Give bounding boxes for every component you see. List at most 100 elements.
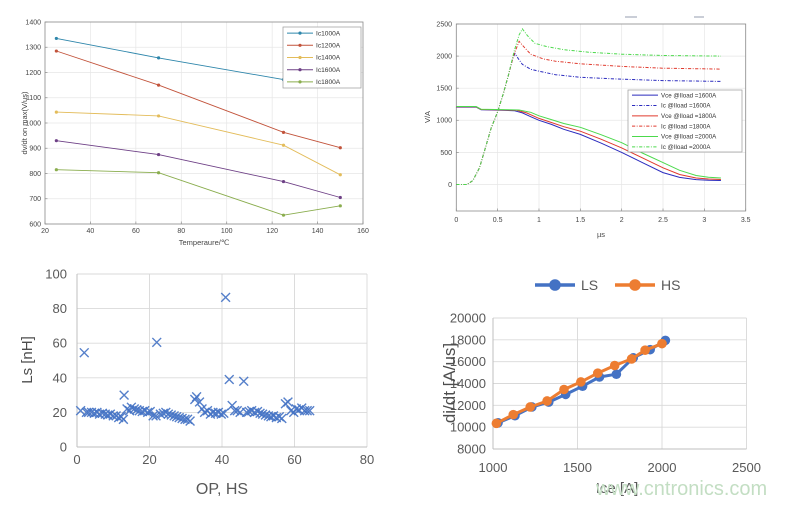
x-tick-label: 60 (132, 228, 140, 235)
x-marker (105, 409, 116, 420)
x-tick-label: 100 (221, 228, 233, 235)
y-axis-label: Ls [nH] (19, 336, 36, 384)
legend-label: Ic1000A (316, 30, 341, 37)
x-tick-label: 1.5 (575, 217, 585, 224)
data-point-marker (54, 36, 58, 41)
x-tick-label: 2000 (648, 460, 677, 475)
y-tick-label: 80 (53, 301, 67, 316)
legend: Vce @Iload =1600A Ic @Iload =1600A Vce @Il… (627, 89, 743, 153)
data-point-marker (281, 143, 286, 147)
data-point-marker (156, 56, 161, 60)
y-tick-label: 600 (29, 221, 41, 228)
x-marker (216, 409, 227, 420)
x-tick-label: 20 (142, 452, 156, 467)
axes: 20 40 60 80 100 120 140 160 600 700 800 900 1000 1100… (25, 19, 369, 235)
x-tick-label: 1000 (479, 460, 508, 475)
y-tick-label: 1100 (26, 95, 41, 102)
chart-ls-scatter: 0 20 40 60 80 0 20 40 60 80 100 OP, HS Ls [nH] (0, 250, 400, 507)
data-point-marker (611, 369, 622, 380)
y-tick-label: 1400 (25, 19, 41, 26)
y-tick-label: 16000 (450, 354, 486, 369)
x-marker (229, 405, 240, 416)
x-tick-label: 120 (266, 228, 278, 235)
data-point-marker (491, 418, 502, 429)
x-marker (171, 411, 182, 422)
legend-label: Ic @Iload =2000A (661, 144, 711, 151)
x-tick-label: 2 (620, 217, 624, 224)
series-line (56, 50, 341, 149)
y-tick-label: 900 (29, 146, 41, 153)
ls-stray-inductance-svg: 0 20 40 60 80 0 20 40 60 80 100 OP, HS Ls [nH] (19, 267, 374, 499)
x-marker (163, 409, 174, 420)
legend-label: Vce @Iload =1600A (661, 92, 717, 99)
y-tick-label: 8000 (457, 442, 486, 457)
legend-label: Vce @Iload =1800A (661, 113, 717, 120)
data-point-marker (54, 110, 58, 114)
x-marker (79, 347, 90, 358)
y-tick-label: 500 (440, 150, 452, 157)
y-tick-label: 10000 (450, 420, 486, 435)
y-tick-label: 0 (60, 440, 67, 455)
x-tick-label: 0.5 (493, 217, 503, 224)
x-marker (155, 409, 166, 420)
data-point-marker (338, 173, 342, 177)
x-tick-label: 80 (360, 452, 374, 467)
x-marker (302, 405, 313, 416)
x-marker (285, 405, 296, 416)
data-point-marker (559, 384, 569, 395)
x-marker (194, 397, 205, 407)
y-tick-label: 60 (53, 336, 67, 351)
y-tick-label: 1000 (436, 118, 452, 125)
x-marker (255, 408, 265, 419)
x-marker (166, 410, 177, 420)
data-point-marker (338, 195, 342, 200)
x-tick-label: 3.5 (741, 217, 751, 224)
legend-label: Ic @Iload =1800A (661, 123, 711, 130)
x-marker (218, 408, 229, 419)
x-marker (283, 397, 293, 407)
dvdt-vs-temperature-svg: 20 40 60 80 100 120 140 160 600 700 800 900 1000 1100… (20, 19, 369, 247)
y-axis-label: V/A (423, 111, 432, 123)
x-axis-label: Temperaure/℃ (179, 238, 230, 247)
y-tick-label: 14000 (450, 376, 486, 391)
x-marker (151, 337, 162, 348)
x-tick-label: 40 (215, 452, 229, 467)
data-point-marker (542, 396, 552, 406)
y-tick-label: 2000 (436, 53, 452, 60)
data-point-marker (156, 83, 161, 87)
legend-label: Ic @Iload =1600A (661, 103, 711, 110)
turn-on-waveforms-svg: 0 0.5 1 1.5 2 2.5 3 3.5 0 500 1000 1500 2000 2500 µs V/… (423, 16, 751, 239)
data-point-marker (657, 338, 667, 349)
x-marker (108, 410, 119, 421)
x-tick-label: 2500 (732, 460, 761, 475)
x-marker (232, 405, 243, 416)
x-marker (191, 391, 202, 402)
y-tick-label: 1200 (25, 70, 41, 77)
x-marker (199, 407, 210, 418)
y-tick-label: 12000 (450, 398, 486, 413)
legend-label: Vce @Iload =2000A (661, 134, 717, 141)
y-tick-label: 100 (45, 267, 67, 282)
x-tick-label: 160 (357, 228, 369, 235)
data-point-marker (626, 354, 637, 364)
legend: Ic1000A Ic1200A Ic1400A Ic1600A Ic1800A (282, 26, 362, 89)
data-point-marker (609, 360, 620, 371)
x-tick-label: 1 (537, 217, 541, 224)
chart-didt-vs-ice: 1000 1500 2000 2500 8000 10000 12000 14000 16000… (400, 250, 795, 507)
y-tick-label: 0 (448, 182, 452, 189)
x-tick-label: 3 (702, 217, 706, 224)
x-tick-label: 0 (454, 217, 458, 224)
data-point-marker (338, 204, 342, 208)
x-marker (131, 404, 142, 415)
data-point-marker (54, 139, 58, 143)
x-marker (142, 407, 153, 418)
x-marker (119, 390, 130, 400)
data-point-marker (281, 179, 286, 184)
series-line (456, 52, 721, 185)
x-tick-label: 40 (87, 228, 95, 235)
didt-vs-ice-svg: 1000 1500 2000 2500 8000 10000 12000 14000 16000… (440, 277, 761, 497)
x-marker (185, 416, 195, 426)
y-tick-label: 18000 (450, 332, 486, 347)
watermark: www.cntronics.com (596, 478, 768, 500)
gridlines (492, 317, 747, 450)
